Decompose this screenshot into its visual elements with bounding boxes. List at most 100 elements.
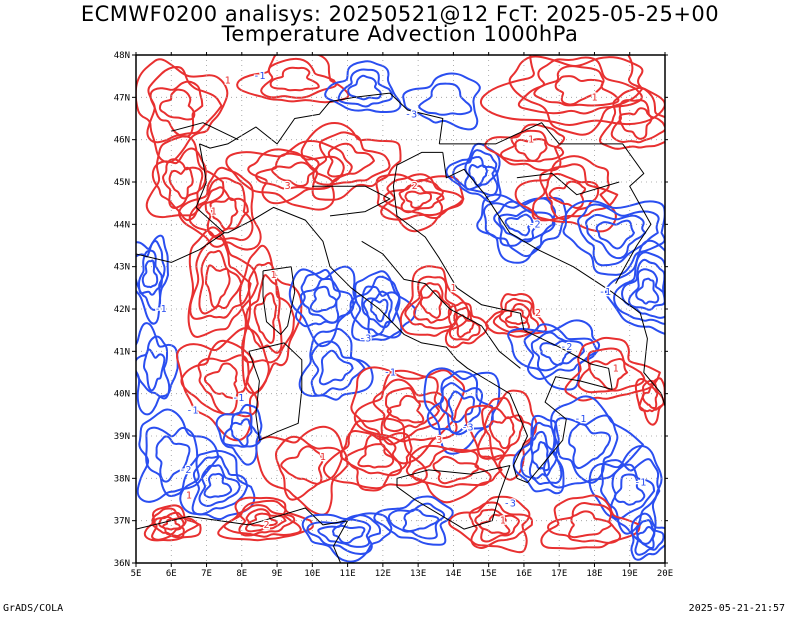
contour-label: -3 [359, 334, 371, 345]
contour-line [610, 99, 665, 144]
contour-line [380, 173, 465, 221]
border-regions-central [361, 240, 521, 369]
contour-line [609, 463, 656, 520]
contour-line [517, 56, 643, 115]
contour-line [493, 200, 555, 247]
border-alps [199, 92, 444, 149]
contour-line [331, 524, 366, 544]
contour-line [372, 378, 449, 446]
contour-label: 1 [271, 270, 277, 281]
contour-label: 1 [613, 363, 619, 374]
contour-line [269, 66, 320, 92]
contour-line [404, 275, 458, 330]
lat-label: 46N [114, 136, 130, 146]
contour-line [464, 389, 538, 481]
contour-line [223, 499, 302, 538]
contour-label: 3 [436, 435, 442, 446]
contour-line [155, 435, 191, 483]
contour-line [585, 213, 647, 260]
contour-line [299, 277, 341, 324]
contour-line [142, 348, 166, 392]
contour-line [203, 472, 233, 499]
contour-line [543, 395, 644, 489]
contour-line [419, 289, 443, 319]
contour-line [448, 495, 531, 554]
contour-line [636, 526, 656, 550]
contour-line [514, 138, 548, 163]
coastline-sicily [396, 465, 511, 530]
contour-line [143, 504, 202, 542]
contour-label: 1 [225, 75, 231, 86]
contour-line [317, 518, 372, 548]
map-subtitle: Temperature Advection 1000hPa [221, 22, 579, 46]
lat-label: 39N [114, 432, 130, 442]
contour-line [544, 172, 600, 221]
contour-line [318, 349, 354, 386]
graticule [136, 55, 665, 563]
contour-label: -1 [253, 71, 265, 82]
lon-label: 20E [657, 569, 673, 579]
lon-label: 13E [410, 569, 426, 579]
contour-label: -3 [405, 109, 417, 120]
lon-label: 15E [481, 569, 497, 579]
contour-line [136, 240, 166, 311]
contour-line [383, 387, 440, 433]
contour-line [222, 411, 262, 448]
contour-line [455, 314, 475, 338]
contour-line [386, 394, 425, 424]
contour-line [229, 418, 253, 448]
contour-line [402, 508, 440, 533]
lon-label: 7E [201, 569, 212, 579]
coastlines-borders [136, 92, 665, 563]
contour-line [322, 417, 428, 490]
contour-line [523, 323, 599, 380]
contour-line [327, 142, 375, 178]
contour-line [238, 504, 296, 537]
contour-label: -3 [461, 423, 473, 434]
lon-label: 12E [375, 569, 391, 579]
contour-line [203, 362, 239, 400]
contour-line [373, 495, 454, 546]
coastline-balkans [442, 152, 665, 407]
contour-line [568, 510, 613, 539]
contour-line [411, 447, 492, 488]
lon-label: 6E [166, 569, 177, 579]
contour-line [225, 140, 353, 211]
axis-ticks: 5E 6E 7E 8E 9E 10E 11E 12E 13E 14E 15E 16E 17E 18E 19E… [114, 51, 673, 579]
contour-line [158, 515, 185, 536]
contour-line [426, 370, 494, 436]
contour-line [162, 158, 204, 209]
contour-label: -1 [155, 304, 167, 315]
contour-line [530, 331, 585, 372]
contour-line [236, 55, 350, 104]
contour-line [306, 514, 382, 555]
contour-line [197, 354, 250, 416]
contour-line [347, 74, 382, 101]
contour-line [137, 249, 163, 296]
contour-line [533, 65, 620, 107]
contour-line [638, 379, 665, 413]
contour-line [280, 445, 324, 485]
contour-line [484, 123, 566, 172]
contour-line [255, 425, 349, 516]
contour-line [312, 131, 391, 186]
advection-contours [136, 55, 665, 563]
contour-line [468, 163, 488, 187]
contour-line [531, 441, 550, 472]
lon-label: 19E [622, 569, 638, 579]
lon-label: 8E [236, 569, 247, 579]
contour-line [245, 508, 287, 533]
contour-label: 1 [211, 207, 217, 218]
border-bosnia [516, 173, 620, 196]
lon-label: 17E [551, 569, 567, 579]
contour-label: 1 [500, 516, 506, 527]
contour-line [418, 82, 473, 116]
contour-line [500, 129, 565, 163]
contour-line [444, 301, 489, 349]
contour-line [136, 408, 220, 503]
lat-label: 47N [114, 93, 130, 103]
contour-line [621, 258, 665, 319]
contour-line [136, 58, 229, 164]
contour-line [310, 340, 366, 397]
